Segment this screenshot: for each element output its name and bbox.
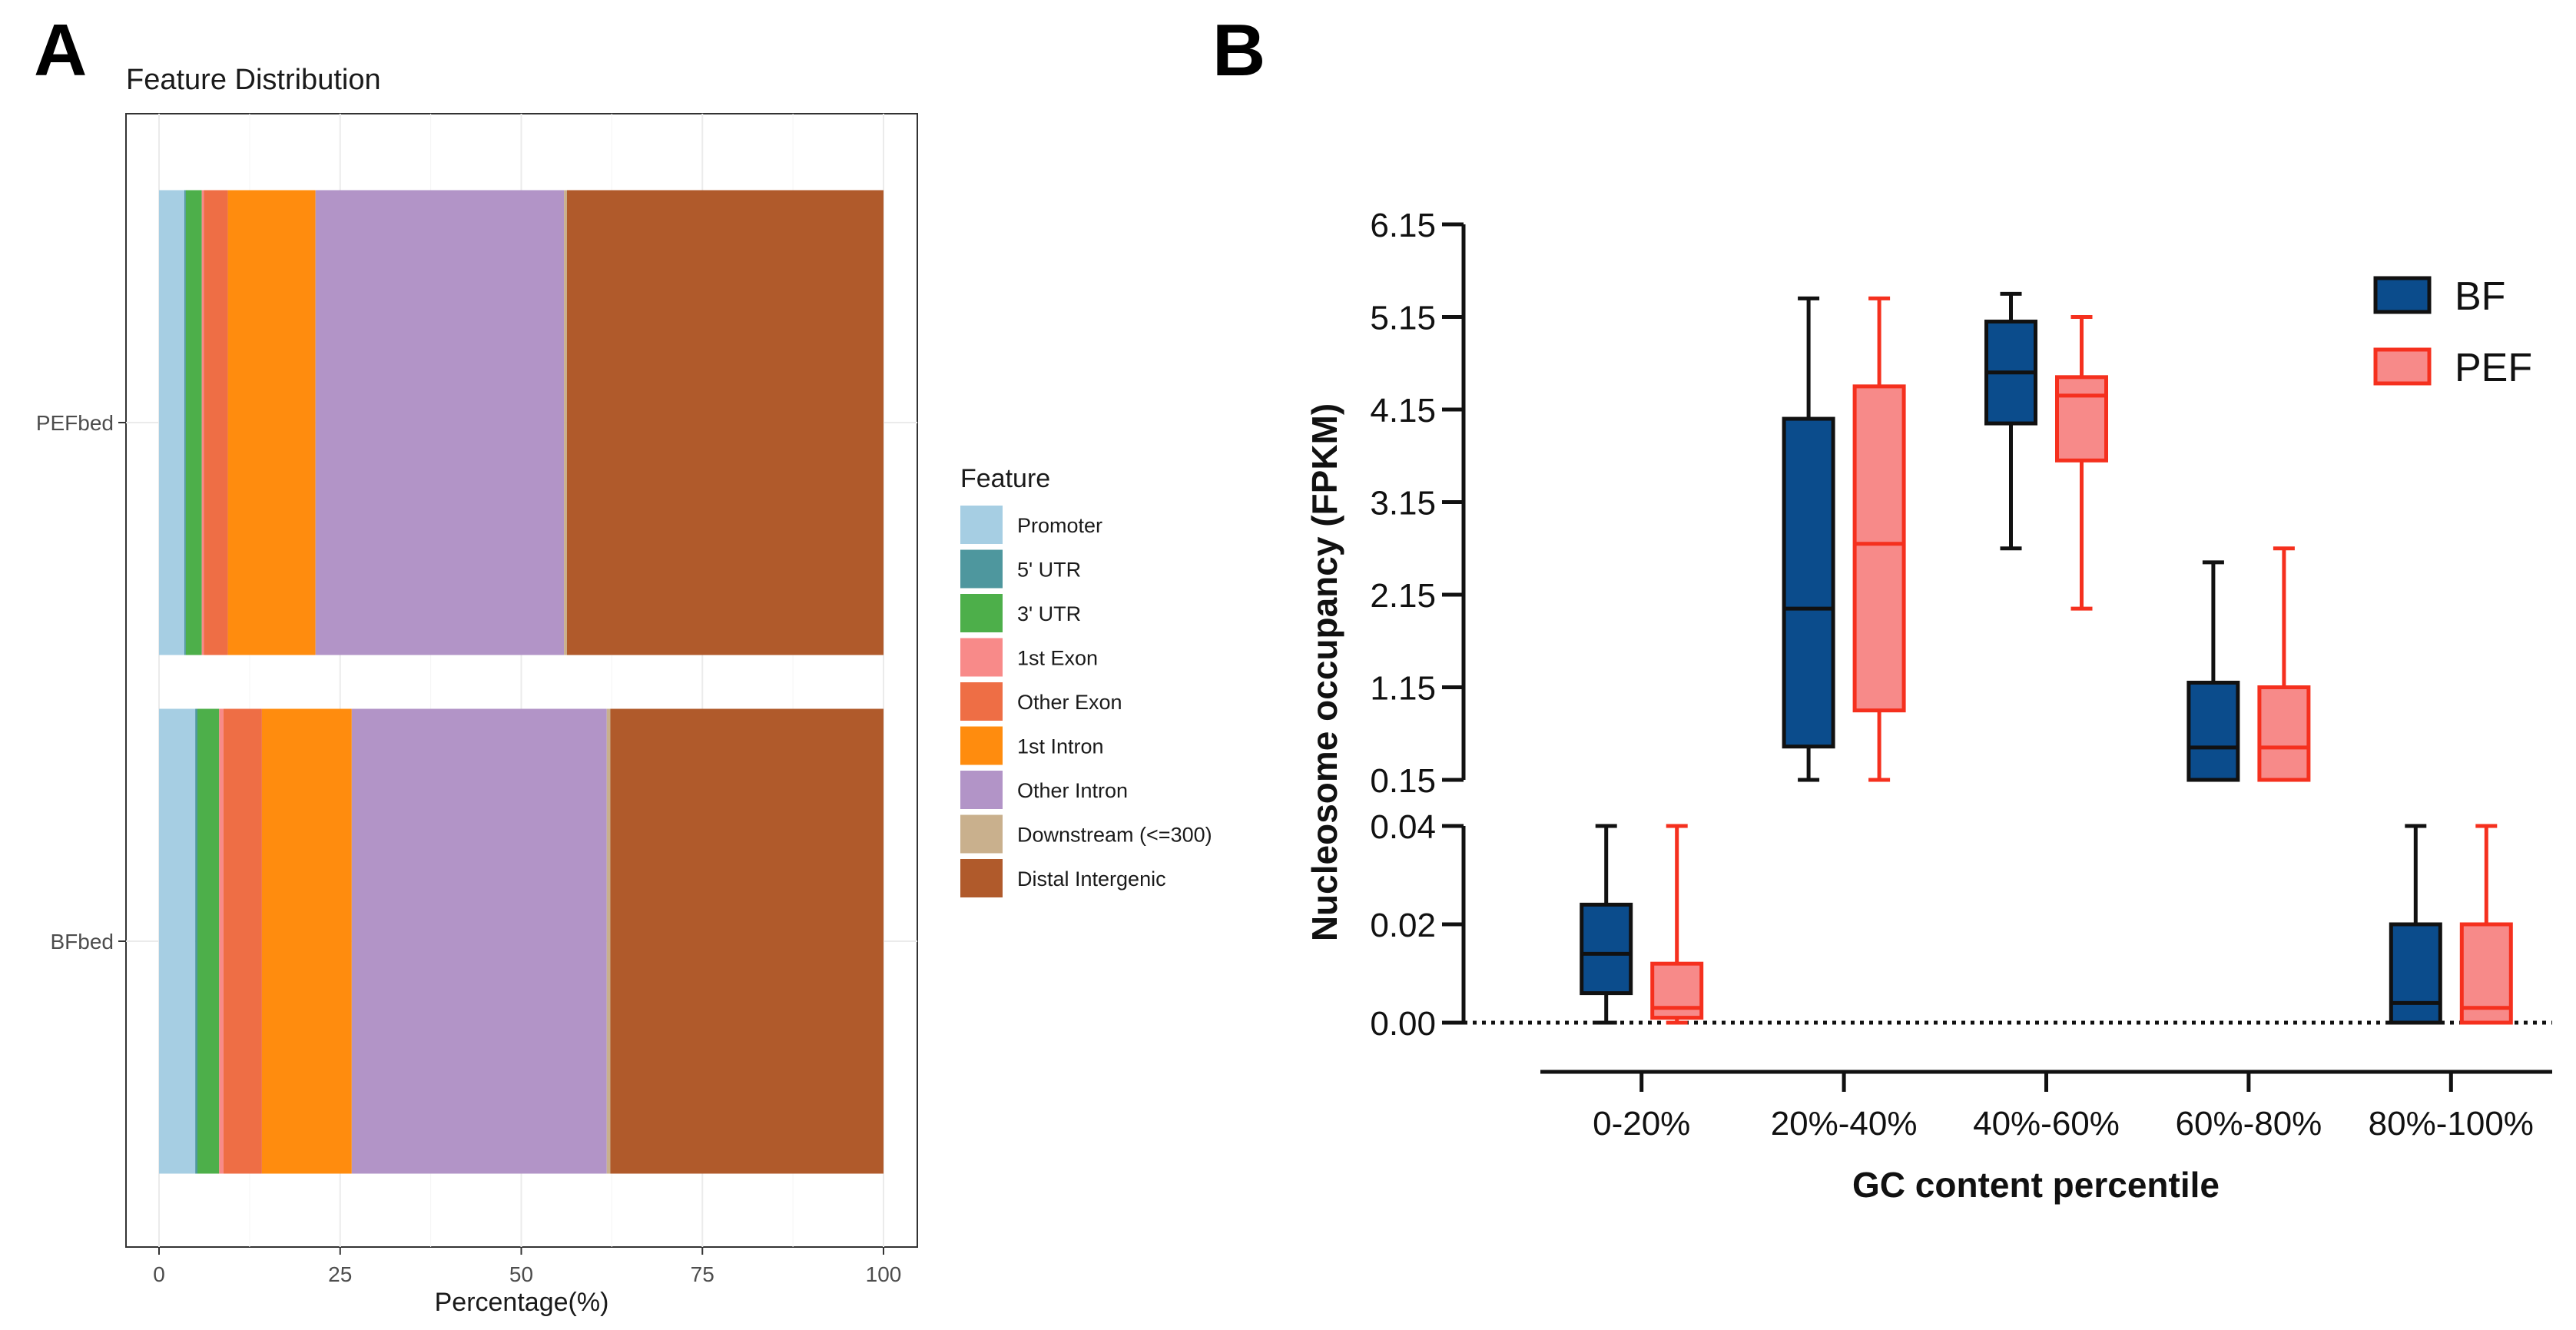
chart-b-x-axis-title: GC content percentile (1852, 1165, 2220, 1205)
legend-label-bf: BF (2455, 274, 2505, 319)
box-iqr-pef-40-60 (2055, 375, 2108, 463)
chart-a-x-axis-label: Percentage(%) (435, 1288, 609, 1317)
legend-label-3-utr: 3' UTR (1017, 602, 1081, 625)
chart-b-legend: BF PEF (2373, 274, 2532, 390)
legend-swatch-distal-intergenic (960, 859, 1003, 897)
legend-swatch-other-exon (960, 682, 1003, 721)
box-bf-0-20 (1580, 824, 1633, 1025)
legend-label-downstream-300: Downstream (<=300) (1017, 824, 1212, 847)
bar-pefbed-1st-exon (201, 190, 204, 655)
box-iqr-pef-60-80 (2257, 685, 2311, 782)
y-tick-label-upper-6: 0.15 (1370, 762, 1436, 800)
legend-swatch-other-intron (960, 771, 1003, 809)
box-pef-60-80 (2257, 546, 2311, 782)
y-tick-label-upper-5: 1.15 (1370, 670, 1436, 708)
chart-a-bars (159, 190, 884, 1174)
legend-label-1st-exon: 1st Exon (1017, 647, 1098, 670)
bar-pefbed-3-utr (185, 190, 202, 655)
legend-label-other-exon: Other Exon (1017, 691, 1122, 714)
x-tick-label-40-60: 40%-60% (1973, 1105, 2120, 1143)
x-tick-label-2: 50 (509, 1262, 533, 1286)
chart-a-legend: Promoter 5' UTR 3' UTR 1st Exon Other Exon 1s… (960, 506, 1212, 897)
box-bf-80-100 (2389, 824, 2442, 1025)
y-tick-label-lower-2: 0.00 (1370, 1005, 1436, 1043)
y-tick-label-upper-2: 4.15 (1370, 392, 1436, 430)
box-pef-80-100 (2459, 824, 2513, 1025)
y-tick-label-upper-0: 6.15 (1370, 207, 1436, 244)
y-tick-label-upper-4: 2.15 (1370, 577, 1436, 615)
box-pef-20-40 (1852, 296, 1906, 782)
bar-bfbed-promoter (159, 708, 196, 1174)
box-pef-40-60 (2055, 315, 2108, 611)
legend-swatch-bf (2373, 276, 2432, 314)
bar-bfbed-3-utr (197, 708, 220, 1174)
x-tick-label-3: 75 (691, 1262, 714, 1286)
legend-label-distal-intergenic: Distal Intergenic (1017, 867, 1166, 891)
x-tick-label-20-40: 20%-40% (1771, 1105, 1918, 1143)
box-iqr-bf-80-100 (2389, 922, 2442, 1025)
box-iqr-bf-20-40 (1782, 416, 1835, 749)
y-tick-label-lower-0: 0.04 (1370, 808, 1436, 846)
box-bf-40-60 (1984, 291, 2037, 551)
legend-label-promoter: Promoter (1017, 514, 1102, 537)
x-tick-label-4: 100 (866, 1262, 902, 1286)
chart-b-y-axis: 6.15 5.15 4.15 3.15 2.15 1.15 0.15 0.04 0.02 0.00 (1370, 207, 2552, 1043)
bar-bfbed-other-exon (223, 708, 262, 1174)
chart-a-x-axis: 0 25 50 75 100 (153, 1247, 901, 1286)
bar-bfbed-distal-intergenic (610, 708, 884, 1174)
bar-bfbed-other-intron (351, 708, 607, 1174)
x-tick-label-1: 25 (328, 1262, 352, 1286)
bar-pefbed-downstream-300 (564, 190, 567, 655)
box-bf-20-40 (1782, 296, 1835, 782)
legend-label-other-intron: Other Intron (1017, 779, 1128, 802)
bar-pefbed-other-exon (204, 190, 228, 655)
bar-bfbed-1st-exon (219, 708, 224, 1174)
bar-bfbed-5-utr (195, 708, 197, 1174)
legend-swatch-promoter (960, 506, 1003, 544)
chart-b-boxes (1580, 291, 2513, 1025)
chart-b-y-axis-title: Nucleosome occupancy (FPKM) (1305, 403, 1344, 941)
chart-a-title: Feature Distribution (126, 64, 381, 96)
legend-swatch-3-utr (960, 594, 1003, 632)
x-tick-label-0: 0 (153, 1262, 165, 1286)
y-tick-label-lower-1: 0.02 (1370, 907, 1436, 944)
bar-pefbed-1st-intron (227, 190, 316, 655)
legend-swatch-1st-exon (960, 638, 1003, 677)
legend-label-5-utr: 5' UTR (1017, 559, 1081, 582)
legend-swatch-5-utr (960, 549, 1003, 589)
bar-bfbed-1st-intron (261, 708, 352, 1174)
y-tick-label-pefbed: PEFbed (36, 411, 114, 435)
legend-label-pef: PEF (2455, 346, 2532, 390)
legend-swatch-downstream-300 (960, 814, 1003, 854)
box-iqr-pef-20-40 (1852, 384, 1906, 713)
bar-pefbed-distal-intergenic (566, 190, 884, 655)
chart-a-y-axis: PEFbed BFbed (36, 411, 126, 954)
panel-letter-b: B (1212, 9, 1265, 91)
chart-b-x-axis: 0-20% 20%-40% 40%-60% 60%-80% 80%-100% (1540, 1070, 2552, 1143)
legend-swatch-pef (2373, 347, 2432, 386)
box-bf-60-80 (2186, 560, 2240, 782)
x-tick-label-60-80: 60%-80% (2176, 1105, 2322, 1143)
panel-letter-a: A (34, 9, 87, 91)
chart-a-legend-title: Feature (960, 464, 1050, 493)
box-iqr-bf-60-80 (2186, 680, 2240, 782)
legend-label-1st-intron: 1st Intron (1017, 735, 1104, 758)
bar-bfbed-downstream-300 (606, 708, 611, 1174)
y-tick-label-upper-3: 3.15 (1370, 485, 1436, 522)
bar-pefbed-other-intron (315, 190, 565, 655)
box-iqr-bf-0-20 (1580, 902, 1633, 996)
x-tick-label-80-100: 80%-100% (2369, 1105, 2534, 1143)
bar-pefbed-5-utr (184, 190, 186, 655)
y-tick-label-bfbed: BFbed (51, 930, 114, 954)
box-pef-0-20 (1650, 824, 1704, 1025)
legend-swatch-1st-intron (960, 726, 1003, 765)
y-tick-label-upper-1: 5.15 (1370, 300, 1436, 337)
bar-pefbed-promoter (159, 190, 185, 655)
x-tick-label-0-20: 0-20% (1593, 1105, 1690, 1143)
